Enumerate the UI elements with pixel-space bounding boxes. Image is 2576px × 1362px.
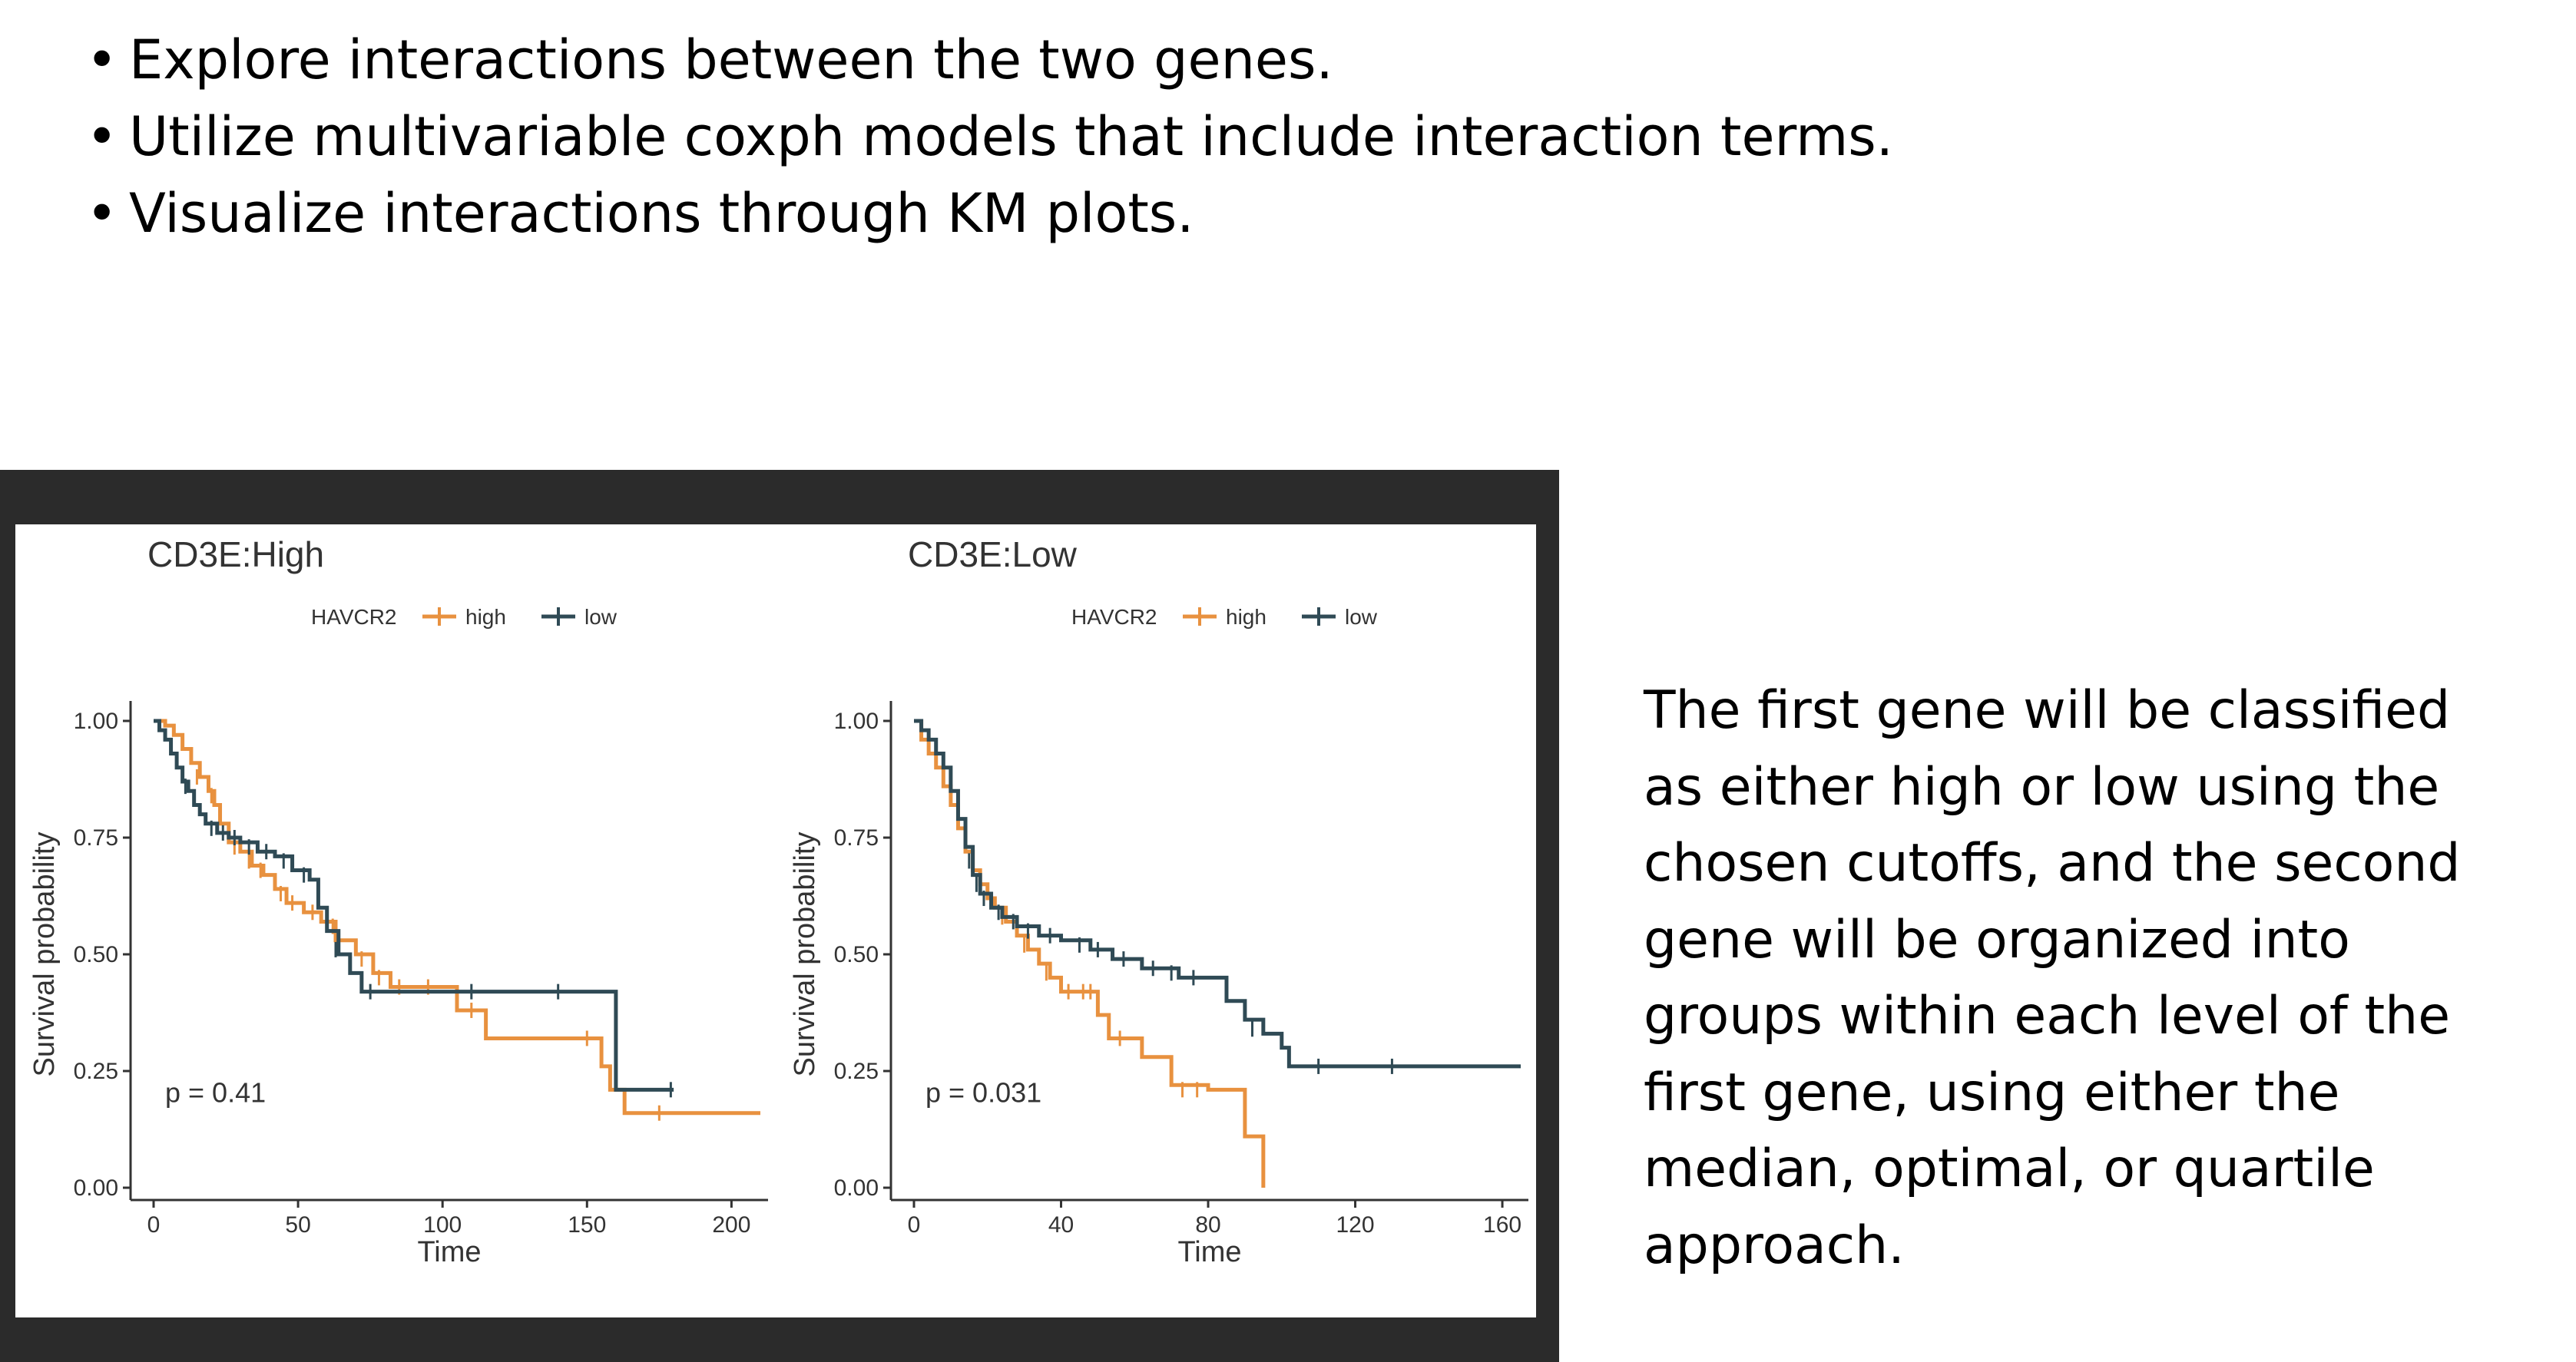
y-tick-label: 0.75 xyxy=(834,825,879,851)
legend-label-low: low xyxy=(1345,605,1378,629)
description-line: chosen cutoffs, and the second xyxy=(1644,833,2461,894)
km-plots: CD3E:High HAVCR2 high low 0.00 0.25 0.50 0.75 1.… xyxy=(28,534,1528,1268)
y-tick-label: 0.00 xyxy=(74,1175,118,1201)
panel-title: CD3E:High xyxy=(147,534,324,574)
x-tick-label: 80 xyxy=(1195,1212,1220,1238)
description-line: first gene, using either the xyxy=(1644,1062,2340,1123)
x-axis-label: Time xyxy=(417,1236,481,1268)
x-tick-label: 100 xyxy=(423,1212,462,1238)
y-tick-label: 1.00 xyxy=(834,709,879,734)
x-tick-label: 200 xyxy=(712,1212,750,1238)
km-curve-low xyxy=(154,719,674,1092)
x-tick-label: 0 xyxy=(908,1212,921,1238)
y-tick-label: 0.25 xyxy=(74,1059,118,1084)
y-axis-label: Survival probability xyxy=(789,832,821,1077)
description-line: as either high or low using the xyxy=(1644,756,2440,818)
x-tick-label: 50 xyxy=(285,1212,310,1238)
km-curve-high xyxy=(154,719,760,1116)
bullet-item: Utilize multivariable coxph models that … xyxy=(86,98,1893,175)
km-curve-low xyxy=(914,719,1521,1069)
description-line: gene will be organized into xyxy=(1644,909,2350,970)
y-tick-label: 1.00 xyxy=(74,709,118,734)
bullet-item: Explore interactions between the two gen… xyxy=(86,21,1893,98)
bullet-item: Visualize interactions through KM plots. xyxy=(86,175,1893,252)
legend-label-low: low xyxy=(584,605,618,629)
y-tick-label: 0.50 xyxy=(74,942,118,967)
y-tick-label: 0.00 xyxy=(834,1175,879,1201)
plot-panel: CD3E:High HAVCR2 high low 0.00 0.25 0.50 0.75 1.… xyxy=(15,524,1536,1317)
legend-title: HAVCR2 xyxy=(311,605,397,629)
y-tick-label: 0.50 xyxy=(834,942,879,967)
km-curve-high xyxy=(914,719,1266,1188)
description-line: groups within each level of the xyxy=(1644,986,2451,1046)
y-axis-label: Survival probability xyxy=(28,832,61,1077)
x-tick-label: 40 xyxy=(1048,1212,1074,1238)
p-value-annotation: p = 0.41 xyxy=(165,1076,266,1108)
description-line: median, optimal, or quartile xyxy=(1644,1139,2375,1199)
bullet-list: Explore interactions between the two gen… xyxy=(86,21,1893,252)
description-text: The first gene will be classified as eit… xyxy=(1644,673,2542,1284)
x-axis-label: Time xyxy=(1177,1236,1241,1268)
legend-label-high: high xyxy=(465,605,506,629)
description-line: approach. xyxy=(1644,1215,1905,1276)
description-line: The first gene will be classified xyxy=(1644,680,2451,741)
x-tick-label: 150 xyxy=(568,1212,606,1238)
p-value-annotation: p = 0.031 xyxy=(925,1076,1041,1108)
x-tick-label: 0 xyxy=(147,1212,161,1238)
legend-title: HAVCR2 xyxy=(1071,605,1157,629)
y-tick-label: 0.75 xyxy=(74,825,118,851)
panel-title: CD3E:Low xyxy=(908,534,1078,574)
y-tick-label: 0.25 xyxy=(834,1059,879,1084)
x-tick-label: 120 xyxy=(1336,1212,1375,1238)
legend-label-high: high xyxy=(1226,605,1266,629)
x-tick-label: 160 xyxy=(1483,1212,1521,1238)
